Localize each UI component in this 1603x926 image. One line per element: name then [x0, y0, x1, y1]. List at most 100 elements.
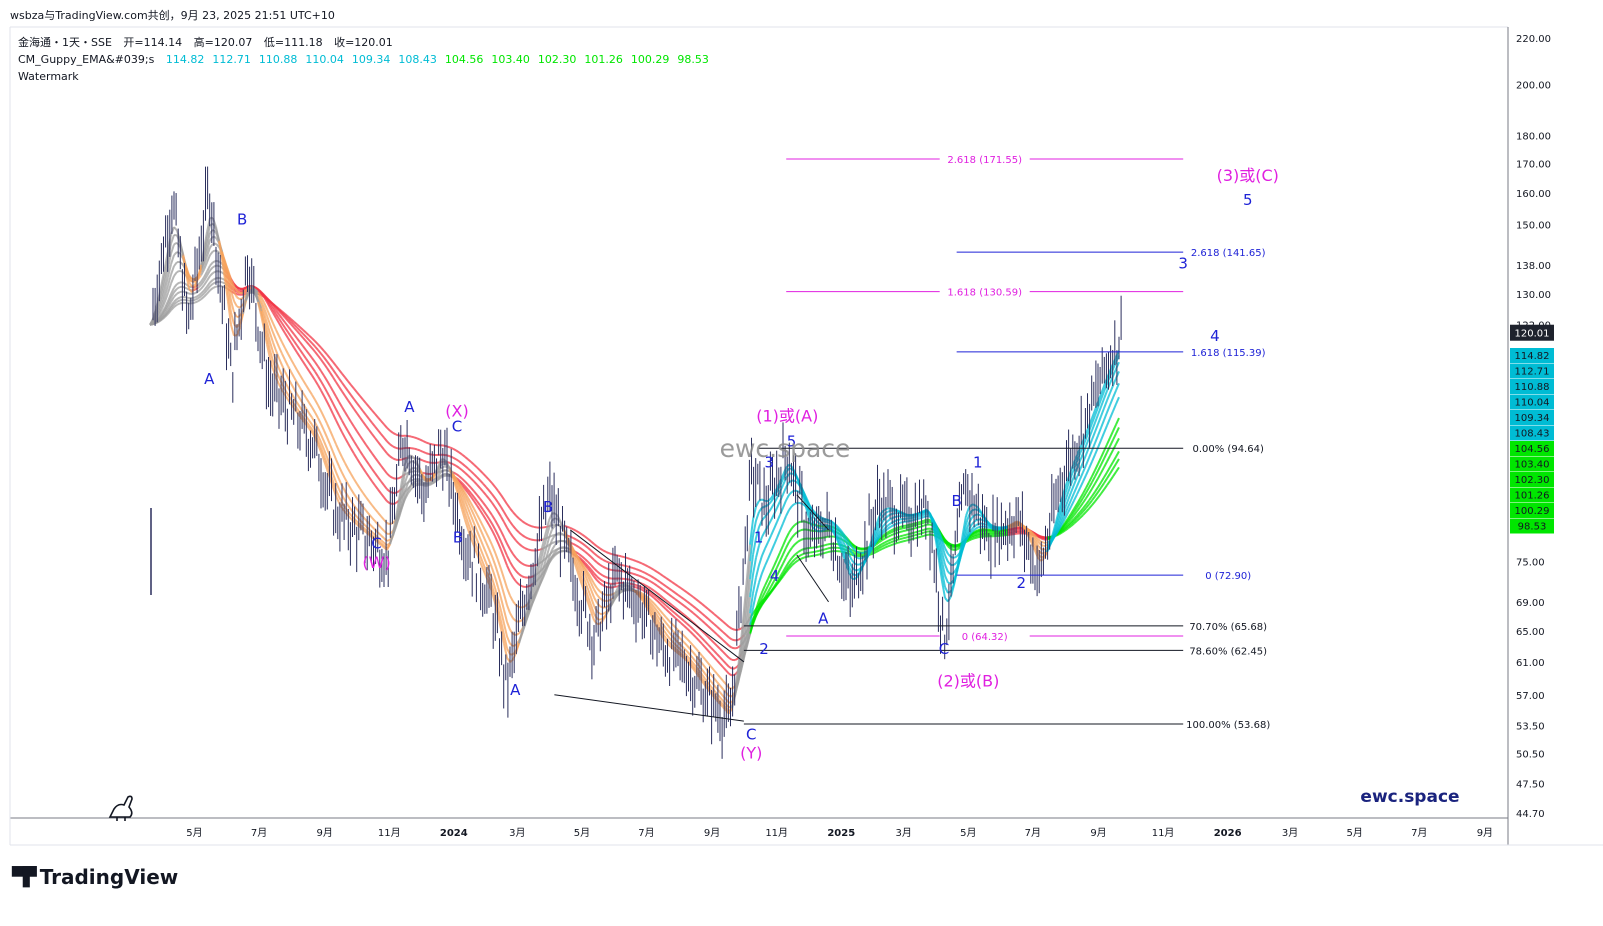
ema-segment	[305, 384, 310, 391]
ema-segment	[509, 561, 514, 568]
watermark-row[interactable]: Watermark	[18, 68, 709, 85]
ema-segment	[1070, 468, 1075, 478]
ema-segment	[692, 628, 697, 633]
ema-segment	[1058, 520, 1063, 529]
ema-segment	[770, 544, 775, 553]
ema-segment	[668, 579, 673, 583]
ema-segment	[593, 543, 598, 548]
ema-segment	[953, 555, 958, 559]
ema-segment	[608, 561, 613, 565]
ema-segment	[524, 564, 529, 567]
ema-segment	[530, 538, 535, 542]
ema-segment	[284, 314, 289, 320]
ema-segment	[710, 666, 715, 671]
ema-segment	[167, 301, 172, 308]
ema-segment	[275, 339, 280, 348]
ema-segment	[197, 298, 202, 303]
ema-segment	[683, 613, 688, 618]
ema-segment	[650, 587, 655, 592]
ema-segment	[848, 539, 853, 545]
ema-segment	[503, 634, 508, 649]
ema-segment	[359, 406, 364, 412]
ema-segment	[773, 537, 778, 546]
ema-segment	[170, 254, 175, 265]
ema-segment	[764, 595, 769, 602]
ema-segment	[1085, 503, 1090, 509]
ema-segment	[878, 545, 883, 549]
ema-segment	[491, 591, 496, 604]
ema-segment	[266, 337, 271, 351]
ema-segment	[326, 353, 331, 359]
ema-segment	[377, 541, 382, 546]
ema-segment	[1028, 536, 1033, 545]
ema-segment	[320, 380, 325, 388]
ema-segment	[320, 389, 325, 397]
ema-segment	[971, 534, 976, 538]
ema-segment	[674, 598, 679, 603]
price-tick-label: 44.70	[1516, 809, 1545, 820]
symbol-label[interactable]: 金海通・1天・SSE	[18, 36, 112, 49]
ema-segment	[752, 520, 757, 537]
ema-segment	[716, 681, 721, 687]
ema-segment	[344, 376, 349, 382]
ema-segment	[656, 584, 661, 589]
ema-segment	[284, 371, 289, 379]
ema-segment	[374, 437, 379, 443]
ema-segment	[437, 475, 442, 480]
ema-segment	[770, 496, 775, 503]
ema-segment	[1037, 535, 1042, 540]
ema-segment	[389, 443, 394, 448]
ema-segment	[788, 491, 793, 496]
ema-segment	[692, 665, 697, 671]
ema-segment	[377, 441, 382, 447]
ema-segment	[260, 300, 265, 309]
ema-segment	[263, 302, 268, 310]
ema-segment	[740, 610, 745, 642]
ema-segment	[881, 541, 886, 545]
indicator-value: 100.29	[630, 53, 670, 66]
ema-segment	[965, 528, 970, 538]
ema-segment	[575, 544, 580, 549]
ema-segment	[278, 318, 283, 324]
ema-segment	[1100, 450, 1105, 458]
ema-segment	[488, 489, 493, 495]
ema-segment	[188, 276, 193, 283]
ema-segment	[875, 549, 880, 553]
ema-segment	[203, 275, 208, 282]
ema-segment	[692, 667, 697, 674]
ema-segment	[590, 549, 595, 554]
ema-segment	[761, 596, 766, 604]
ema-segment	[389, 429, 394, 434]
ema-segment	[650, 591, 655, 596]
ema-segment	[671, 614, 676, 619]
ema-segment	[473, 496, 478, 502]
ema-segment	[482, 568, 487, 577]
ema-segment	[329, 429, 334, 438]
ema-segment	[296, 382, 301, 389]
ema-segment	[311, 394, 316, 401]
ema-segment	[887, 534, 892, 538]
ema-segment	[1097, 464, 1102, 472]
ema-segment	[656, 592, 661, 597]
ema-segment	[596, 570, 601, 575]
ema-segment	[692, 644, 697, 650]
ema-segment	[722, 666, 727, 672]
ema-segment	[1091, 454, 1096, 463]
ema-segment	[767, 591, 772, 597]
indicator-row[interactable]: CM_Guppy_EMA&#039;s 114.82 112.71 110.88 11…	[18, 51, 709, 68]
ema-segment	[794, 540, 799, 545]
wave-label: (X)	[445, 402, 468, 421]
indicator-value: 101.26	[584, 53, 623, 66]
ema-segment	[1079, 497, 1084, 504]
ema-segment	[965, 522, 970, 533]
ema-segment	[503, 578, 508, 589]
ema-segment	[542, 539, 547, 552]
ema-segment	[1082, 507, 1087, 513]
price-tick-label: 220.00	[1516, 34, 1551, 45]
ema-segment	[236, 286, 241, 290]
ema-segment	[755, 582, 760, 595]
ema-segment	[302, 337, 307, 342]
ema-segment	[158, 304, 163, 313]
ema-segment	[290, 371, 295, 378]
